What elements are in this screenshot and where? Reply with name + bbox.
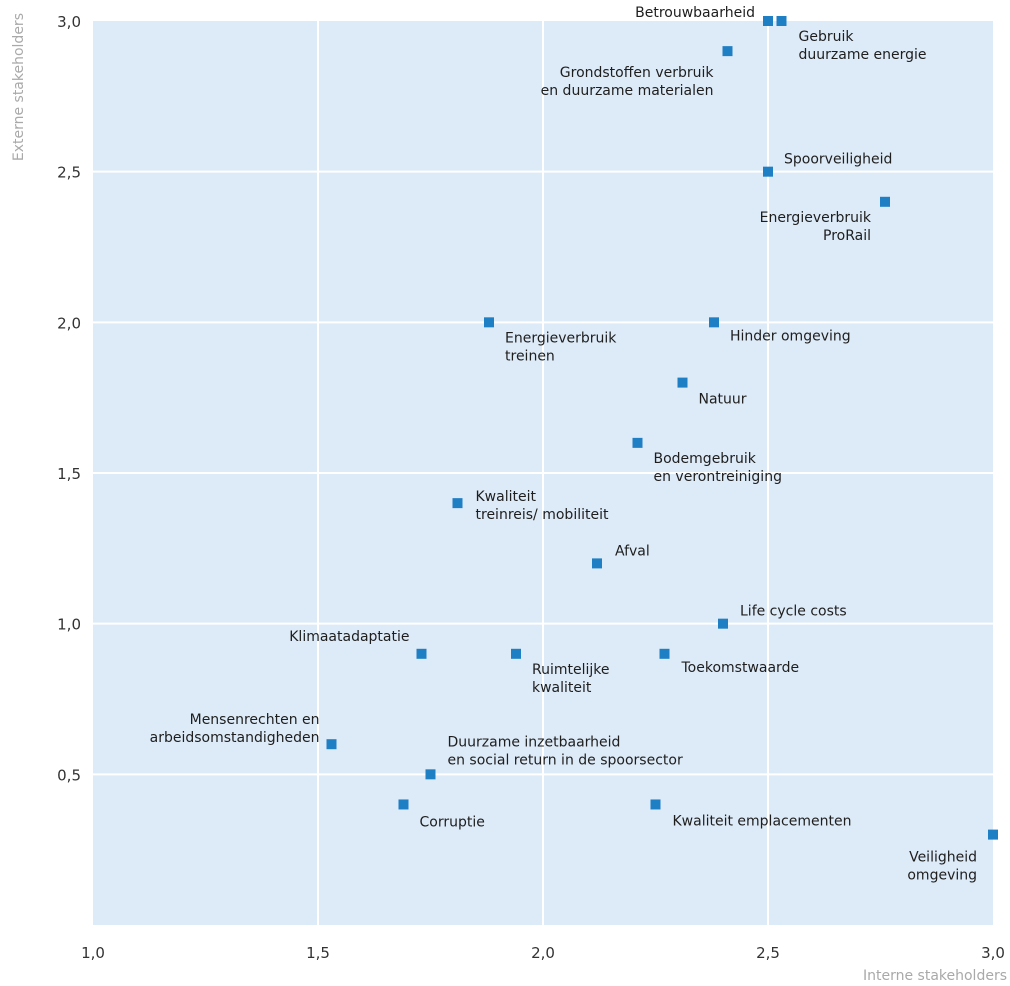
data-point xyxy=(677,377,688,388)
x-tick-label: 2,0 xyxy=(531,944,555,962)
point-label: Natuur xyxy=(699,392,747,408)
point-label: Betrouwbaarheid xyxy=(635,5,755,21)
data-point xyxy=(988,829,998,840)
data-point xyxy=(398,799,409,810)
point-label: Energieverbruik ProRail xyxy=(760,210,872,244)
point-label: Gebruik duurzame energie xyxy=(799,29,927,63)
x-tick-label: 3,0 xyxy=(981,944,1005,962)
data-point xyxy=(722,46,733,57)
y-tick-label: 3,0 xyxy=(57,13,81,31)
point-label: Ruimtelijke kwaliteit xyxy=(532,662,610,696)
data-point xyxy=(776,16,787,26)
y-tick-label: 1,5 xyxy=(57,465,81,483)
y-tick-label: 2,0 xyxy=(57,314,81,332)
data-point xyxy=(763,16,773,26)
point-labels: Betrouwbaarheid Gebruik duurzame energie Gr… xyxy=(150,5,977,884)
point-label: Corruptie xyxy=(420,814,485,830)
point-label: Energieverbruik treinen xyxy=(505,330,617,364)
point-label: Duurzame inzetbaarheid en social return i… xyxy=(448,734,683,768)
y-tick-label: 2,5 xyxy=(57,164,81,182)
data-point xyxy=(632,437,643,448)
data-point xyxy=(592,558,602,569)
y-axis-label: Externe stakeholders xyxy=(11,13,27,161)
data-point xyxy=(880,196,890,207)
x-tick-label: 1,0 xyxy=(81,944,105,962)
data-point xyxy=(511,648,521,659)
point-label: Kwaliteit emplacementen xyxy=(673,813,852,829)
data-point xyxy=(709,317,719,328)
point-label: Bodemgebruik en verontreiniging xyxy=(654,451,782,485)
data-point xyxy=(484,317,494,328)
data-point xyxy=(763,166,773,177)
point-label: Toekomstwaarde xyxy=(681,660,800,676)
data-point xyxy=(416,648,427,659)
data-point xyxy=(425,769,436,780)
point-label: Life cycle costs xyxy=(740,604,847,620)
point-label: Kwaliteit treinreis/ mobiliteit xyxy=(476,489,609,523)
point-label: Hinder omgeving xyxy=(730,328,851,344)
y-tick-label: 1,0 xyxy=(57,616,81,634)
point-label: Mensenrechten en arbeidsomstandigheden xyxy=(150,712,320,746)
point-label: Grondstoffen verbruik en duurzame materia… xyxy=(541,65,715,99)
point-label: Afval xyxy=(615,543,650,559)
data-point xyxy=(452,498,463,509)
data-point xyxy=(718,618,728,629)
data-points xyxy=(326,16,998,840)
point-label: Veiligheid omgeving xyxy=(907,850,977,884)
data-point xyxy=(650,799,661,810)
data-point xyxy=(659,648,670,659)
data-point xyxy=(326,739,337,750)
point-label: Spoorveiligheid xyxy=(784,152,892,168)
tick-labels: 1,0 1,5 2,0 2,5 3,0 0,5 1,0 1,5 2,0 2,5 3,0 xyxy=(57,13,1005,962)
x-tick-label: 2,5 xyxy=(756,944,780,962)
y-tick-label: 0,5 xyxy=(57,766,81,784)
x-tick-label: 1,5 xyxy=(306,944,330,962)
x-axis-label: Interne stakeholders xyxy=(863,968,1007,984)
point-label: Klimaatadaptatie xyxy=(289,629,409,645)
